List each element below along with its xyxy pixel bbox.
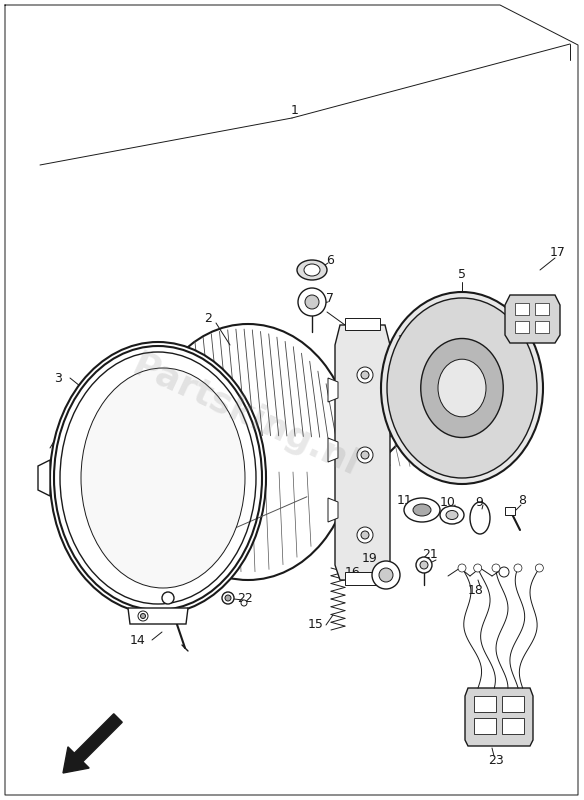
- Text: 4: 4: [314, 303, 322, 317]
- Polygon shape: [345, 572, 380, 585]
- Polygon shape: [535, 303, 549, 315]
- Text: 12: 12: [390, 343, 406, 357]
- Ellipse shape: [440, 506, 464, 524]
- Ellipse shape: [420, 338, 503, 438]
- Circle shape: [474, 564, 482, 572]
- Polygon shape: [337, 320, 355, 584]
- Text: 18: 18: [468, 583, 484, 597]
- Text: 8: 8: [518, 494, 526, 506]
- Circle shape: [379, 568, 393, 582]
- Ellipse shape: [446, 510, 458, 519]
- Circle shape: [138, 611, 148, 621]
- Circle shape: [241, 600, 247, 606]
- Circle shape: [357, 447, 373, 463]
- Text: 14: 14: [130, 634, 146, 646]
- Text: 22: 22: [237, 591, 253, 605]
- Ellipse shape: [50, 342, 266, 614]
- Text: 21: 21: [422, 549, 438, 562]
- Circle shape: [222, 592, 234, 604]
- Circle shape: [499, 567, 509, 577]
- Ellipse shape: [143, 324, 353, 580]
- Polygon shape: [502, 718, 524, 734]
- Circle shape: [361, 371, 369, 379]
- Ellipse shape: [297, 260, 327, 280]
- Polygon shape: [515, 321, 529, 333]
- Circle shape: [357, 367, 373, 383]
- Polygon shape: [474, 696, 496, 712]
- Circle shape: [141, 614, 145, 618]
- Circle shape: [416, 557, 432, 573]
- Polygon shape: [335, 325, 390, 580]
- Polygon shape: [535, 321, 549, 333]
- Polygon shape: [505, 295, 560, 343]
- Circle shape: [514, 564, 522, 572]
- Text: 15: 15: [308, 618, 324, 631]
- Text: Partsking.nl: Partsking.nl: [127, 349, 364, 483]
- Polygon shape: [502, 696, 524, 712]
- Circle shape: [225, 595, 231, 601]
- Circle shape: [361, 451, 369, 459]
- Ellipse shape: [404, 498, 440, 522]
- Circle shape: [536, 564, 543, 572]
- Polygon shape: [505, 507, 515, 515]
- Ellipse shape: [413, 504, 431, 516]
- Text: 5: 5: [458, 269, 466, 282]
- Ellipse shape: [381, 292, 543, 484]
- Ellipse shape: [81, 368, 245, 588]
- Text: 10: 10: [440, 495, 456, 509]
- Text: 23: 23: [488, 754, 504, 766]
- Circle shape: [162, 592, 174, 604]
- Polygon shape: [328, 498, 338, 522]
- Text: 20: 20: [397, 334, 413, 346]
- Polygon shape: [328, 378, 338, 402]
- Polygon shape: [474, 718, 496, 734]
- Text: 3: 3: [54, 371, 62, 385]
- Text: 19: 19: [362, 551, 378, 565]
- Text: 2: 2: [204, 311, 212, 325]
- Circle shape: [458, 564, 466, 572]
- Text: 7: 7: [326, 291, 334, 305]
- Text: 17: 17: [550, 246, 566, 258]
- Text: 13: 13: [392, 414, 408, 426]
- Polygon shape: [328, 438, 338, 462]
- Ellipse shape: [387, 298, 537, 478]
- Polygon shape: [515, 303, 529, 315]
- Circle shape: [492, 564, 500, 572]
- FancyArrow shape: [63, 714, 122, 773]
- Ellipse shape: [304, 264, 320, 276]
- Ellipse shape: [298, 288, 326, 316]
- Text: 6: 6: [326, 254, 334, 266]
- Ellipse shape: [305, 295, 319, 309]
- Circle shape: [361, 531, 369, 539]
- Circle shape: [420, 561, 428, 569]
- Circle shape: [357, 527, 373, 543]
- Text: 16: 16: [345, 566, 361, 578]
- Polygon shape: [465, 688, 533, 746]
- Text: 1: 1: [291, 103, 299, 117]
- Ellipse shape: [438, 359, 486, 417]
- Polygon shape: [38, 460, 50, 496]
- Polygon shape: [128, 608, 188, 624]
- Circle shape: [372, 561, 400, 589]
- Polygon shape: [345, 318, 380, 330]
- Text: 9: 9: [475, 495, 483, 509]
- Text: 11: 11: [397, 494, 413, 506]
